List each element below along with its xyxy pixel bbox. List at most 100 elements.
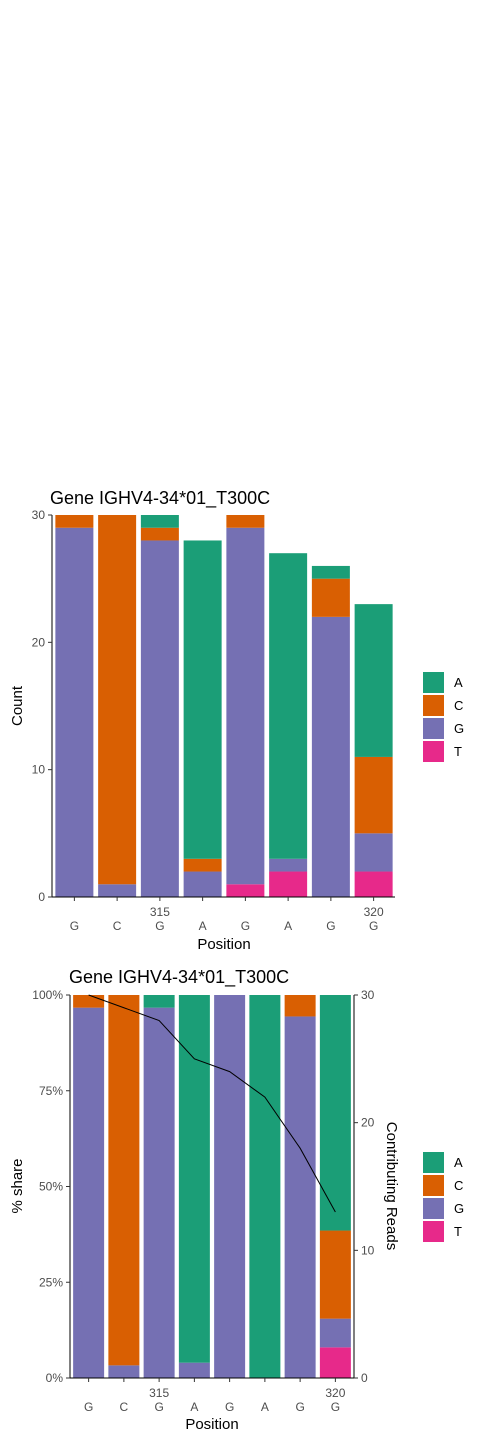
x-base-label: G (241, 919, 250, 933)
x-position-label: 320 (325, 1386, 345, 1400)
bar-segment-C-315 (140, 527, 179, 541)
legend-swatch-T (423, 741, 444, 762)
bar-segment-A-320 (319, 995, 351, 1231)
bar-segment-G-315 (143, 1007, 175, 1378)
y2-tick-label: 10 (361, 1243, 375, 1257)
bar-segment-G-315 (140, 540, 179, 897)
share-chart-title: Gene IGHV4-34*01_T300C (69, 967, 289, 988)
y-tick-label: 30 (32, 508, 46, 522)
x-base-label: A (190, 1400, 198, 1414)
bar-segment-G-319 (311, 616, 350, 897)
bar-segment-C-313 (55, 515, 94, 528)
x-position-label: 315 (150, 905, 170, 919)
bar-segment-G-317 (214, 995, 246, 1378)
y-tick-label: 0% (46, 1371, 64, 1385)
legend-swatch-G (423, 1198, 444, 1219)
legend-label-G: G (454, 1201, 464, 1216)
share-x-axis-title: Position (185, 1416, 238, 1433)
contributing-reads-line-group (88, 994, 336, 1213)
x-base-label: G (70, 919, 79, 933)
bar-segment-C-314 (98, 515, 137, 885)
y-tick-label: 20 (32, 635, 46, 649)
bar-segment-G-319 (284, 1016, 316, 1378)
bar-segment-C-314 (108, 995, 140, 1366)
legend-label-C: C (454, 1178, 463, 1193)
x-base-label: G (155, 919, 164, 933)
y-tick-label: 100% (32, 988, 63, 1002)
bar-segment-G-313 (55, 527, 94, 897)
bar-segment-A-315 (143, 995, 175, 1008)
y-tick-label: 75% (39, 1084, 63, 1098)
bar-segment-A-319 (311, 565, 350, 579)
x-base-label: G (295, 1400, 304, 1414)
bar-segment-G-314 (108, 1365, 140, 1378)
count-y-axis-title: Count (9, 685, 26, 726)
x-base-label: G (84, 1400, 93, 1414)
legend-label-T: T (454, 744, 462, 759)
legend-swatch-C (423, 695, 444, 716)
bar-segment-C-317 (226, 515, 265, 528)
legend-label-A: A (454, 675, 463, 690)
legend-label-T: T (454, 1224, 462, 1239)
x-base-label: A (284, 919, 292, 933)
x-base-label: G (326, 919, 335, 933)
x-position-label: 320 (364, 905, 384, 919)
legend-swatch-C (423, 1175, 444, 1196)
y-tick-label: 50% (39, 1180, 63, 1194)
bar-segment-A-320 (354, 604, 393, 757)
count-x-axis-title: Position (197, 936, 250, 953)
bar-segment-T-320 (354, 871, 393, 897)
x-base-label: G (331, 1400, 340, 1414)
bar-segment-A-316 (183, 540, 222, 859)
bar-segment-A-318 (269, 553, 308, 859)
bar-segment-C-320 (319, 1230, 351, 1319)
x-base-label: A (261, 1400, 269, 1414)
bar-segment-G-317 (226, 527, 265, 885)
legend-label-A: A (454, 1155, 463, 1170)
legend-swatch-T (423, 1221, 444, 1242)
bar-segment-A-318 (249, 995, 281, 1378)
bar-segment-G-316 (178, 1362, 210, 1378)
legend-label-G: G (454, 721, 464, 736)
x-base-label: C (120, 1400, 129, 1414)
bar-segment-C-319 (284, 995, 316, 1017)
legend-swatch-A (423, 672, 444, 693)
bar-segment-C-319 (311, 578, 350, 617)
bar-segment-A-315 (140, 515, 179, 528)
bar-segment-T-320 (319, 1347, 351, 1378)
bar-segment-G-314 (98, 884, 137, 897)
count-bars (55, 515, 393, 897)
x-base-label: C (113, 919, 122, 933)
x-base-label: G (369, 919, 378, 933)
x-position-label: 315 (149, 1386, 169, 1400)
bar-segment-G-313 (73, 1007, 105, 1378)
bar-segment-G-318 (269, 858, 308, 872)
bar-segment-G-316 (183, 871, 222, 897)
bar-segment-G-320 (354, 833, 393, 872)
x-base-label: G (225, 1400, 234, 1414)
bar-segment-A-316 (178, 995, 210, 1363)
y2-tick-label: 20 (361, 1116, 375, 1130)
bar-segment-C-316 (183, 858, 222, 872)
bar-segment-G-320 (319, 1318, 351, 1348)
bar-segment-C-313 (73, 995, 105, 1008)
count-chart: Gene IGHV4-34*01_T300C Count Position 0 1… (9, 488, 395, 953)
share-y2-axis-title: Contributing Reads (383, 1122, 400, 1250)
share-chart: Gene IGHV4-34*01_T300C % share Contribut… (9, 967, 400, 1433)
y2-tick-label: 30 (361, 988, 375, 1002)
y2-tick-label: 0 (361, 1371, 368, 1385)
bar-segment-T-318 (269, 871, 308, 897)
count-chart-title: Gene IGHV4-34*01_T300C (50, 488, 270, 509)
x-base-label: A (199, 919, 207, 933)
contributing-reads-line (88, 994, 336, 1213)
y-tick-label: 0 (38, 890, 45, 904)
y-tick-label: 25% (39, 1275, 63, 1289)
bar-segment-T-317 (226, 884, 265, 897)
x-base-label: G (154, 1400, 163, 1414)
share-bars (73, 995, 351, 1378)
